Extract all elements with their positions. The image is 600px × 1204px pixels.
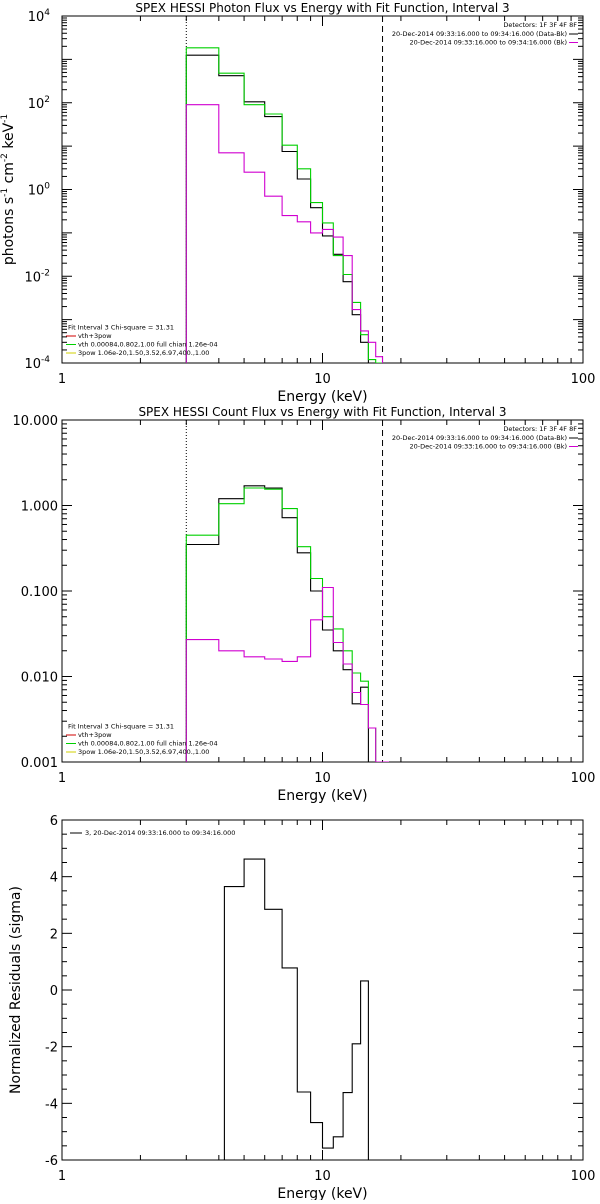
y-axis-label-part: -2: [0, 153, 10, 162]
panel-photon: SPEX HESSI Photon Flux vs Energy with Fi…: [0, 1, 595, 405]
y-tick-label: -4: [45, 1097, 58, 1112]
y-tick-base: 10: [28, 97, 45, 112]
residual-legend: 3, 20-Dec-2014 09:33:16.000 to 09:34:16.…: [70, 829, 235, 837]
y-tick-label: 0.010: [21, 671, 58, 686]
series-1-step-line: [185, 47, 383, 363]
data-layer: [185, 47, 384, 363]
y-axis-label-part: photons s: [1, 197, 17, 265]
y-tick-label: 1.000: [21, 500, 58, 515]
y-axis-label-part: -1: [0, 114, 10, 123]
x-tick-label: 1: [58, 372, 66, 387]
y-tick-label: -6: [45, 1154, 58, 1169]
fit-legend-item: 3pow 1.06e-20,1.50,3.52,6.97,400.,1.00: [78, 748, 209, 756]
x-tick-label: 100: [571, 372, 596, 387]
series-1-step-line: [185, 487, 389, 762]
fit-legend-item: vth+3pow: [78, 731, 112, 739]
plot-frame: [61, 819, 584, 1161]
detector-legend-item: 20-Dec-2014 09:33:16.000 to 09:34:16.000…: [392, 30, 567, 38]
x-tick-label: 10: [314, 372, 331, 387]
y-tick-base: 10: [24, 357, 41, 372]
x-tick-label: 10: [314, 771, 331, 786]
detector-legend-item: 20-Dec-2014 09:33:16.000 to 09:34:16.000…: [392, 434, 567, 442]
y-tick-base: 10: [24, 270, 41, 285]
detector-legend-header: Detectors: 1F 3F 4F 8F: [503, 425, 577, 433]
x-axis-label: Energy (keV): [277, 389, 367, 405]
y-tick-label: -2: [45, 1041, 58, 1056]
y-axis-label-part: -1: [0, 188, 10, 197]
chart-title: SPEX HESSI Count Flux vs Energy with Fit…: [138, 405, 506, 419]
panel-count: SPEX HESSI Count Flux vs Energy with Fit…: [13, 405, 596, 804]
y-axis-label-part: cm: [1, 162, 17, 188]
y-tick-label: 0.001: [21, 756, 58, 771]
y-tick-label: 100: [28, 182, 51, 199]
y-tick-exp: -4: [41, 355, 50, 365]
y-tick-base: 10: [28, 10, 45, 25]
series-2-step-line: [185, 104, 384, 363]
y-axis-label-part: keV: [1, 122, 17, 153]
fit-legend-item: 3pow 1.06e-20,1.50,3.52,6.97,400.,1.00: [78, 349, 209, 357]
fit-legend-header: Fit Interval 3 Chi-square = 31.31: [68, 723, 174, 731]
y-tick-label: 10-4: [24, 355, 50, 372]
y-tick-label: 102: [28, 95, 50, 112]
y-tick-base: 10: [28, 184, 45, 199]
y-tick-exp: 2: [44, 95, 50, 105]
fit-legend-item: vth 0.00084,0.802,1.00 full chian 1.26e-…: [78, 740, 218, 748]
plot-frame: [61, 15, 584, 364]
x-tick-label: 100: [571, 771, 596, 786]
detector-legend-header: Detectors: 1F 3F 4F 8F: [503, 21, 577, 29]
data-layer: [223, 858, 369, 1160]
y-tick-label: 6: [50, 814, 58, 829]
x-axis-label: Energy (keV): [277, 1186, 367, 1200]
fit-legend: Fit Interval 3 Chi-square = 31.31vth+3po…: [66, 324, 218, 357]
fit-legend-item: vth+3pow: [78, 332, 112, 340]
x-tick-label: 100: [571, 1169, 596, 1184]
series-0-step-line: [185, 54, 383, 363]
x-axis-label: Energy (keV): [277, 788, 367, 804]
residual-legend-item: 3, 20-Dec-2014 09:33:16.000 to 09:34:16.…: [85, 829, 235, 837]
detector-legend-item: 20-Dec-2014 09:33:16.000 to 09:34:16.000…: [410, 39, 568, 47]
x-tick-label: 1: [58, 1169, 66, 1184]
data-layer: [185, 485, 389, 762]
fit-legend-item: vth 0.00084,0.802,1.00 full chian 1.26e-…: [78, 341, 218, 349]
y-tick-exp: 4: [44, 8, 50, 18]
y-axis-label: photons s-1 cm-2 keV-1: [0, 114, 17, 265]
series-0-step-line: [223, 858, 369, 1160]
fit-legend: Fit Interval 3 Chi-square = 31.31vth+3po…: [66, 723, 218, 756]
y-tick-exp: -2: [41, 268, 50, 278]
y-tick-label: 0.100: [21, 585, 58, 600]
y-tick-label: 2: [50, 927, 58, 942]
fit-legend-header: Fit Interval 3 Chi-square = 31.31: [68, 324, 174, 332]
y-tick-label: 10-2: [24, 268, 50, 285]
y-tick-label: 4: [50, 871, 58, 886]
detector-legend-item: 20-Dec-2014 09:33:16.000 to 09:34:16.000…: [410, 443, 568, 451]
x-tick-label: 10: [314, 1169, 331, 1184]
series-0-step-line: [185, 485, 389, 762]
y-tick-label: 0: [50, 984, 58, 999]
x-tick-label: 1: [58, 771, 66, 786]
panel-resid: 1 10 100 Energy (keV) -6 -4 -2 0 2 4 6 Normalized R…: [8, 814, 596, 1202]
y-axis-label: Normalized Residuals (sigma): [8, 886, 24, 1094]
y-tick-label: 10.000: [13, 414, 59, 429]
series-2-step-line: [185, 586, 389, 762]
y-tick-label: 104: [28, 8, 51, 25]
chart-title: SPEX HESSI Photon Flux vs Energy with Fi…: [135, 1, 509, 15]
y-tick-exp: 0: [44, 182, 50, 192]
